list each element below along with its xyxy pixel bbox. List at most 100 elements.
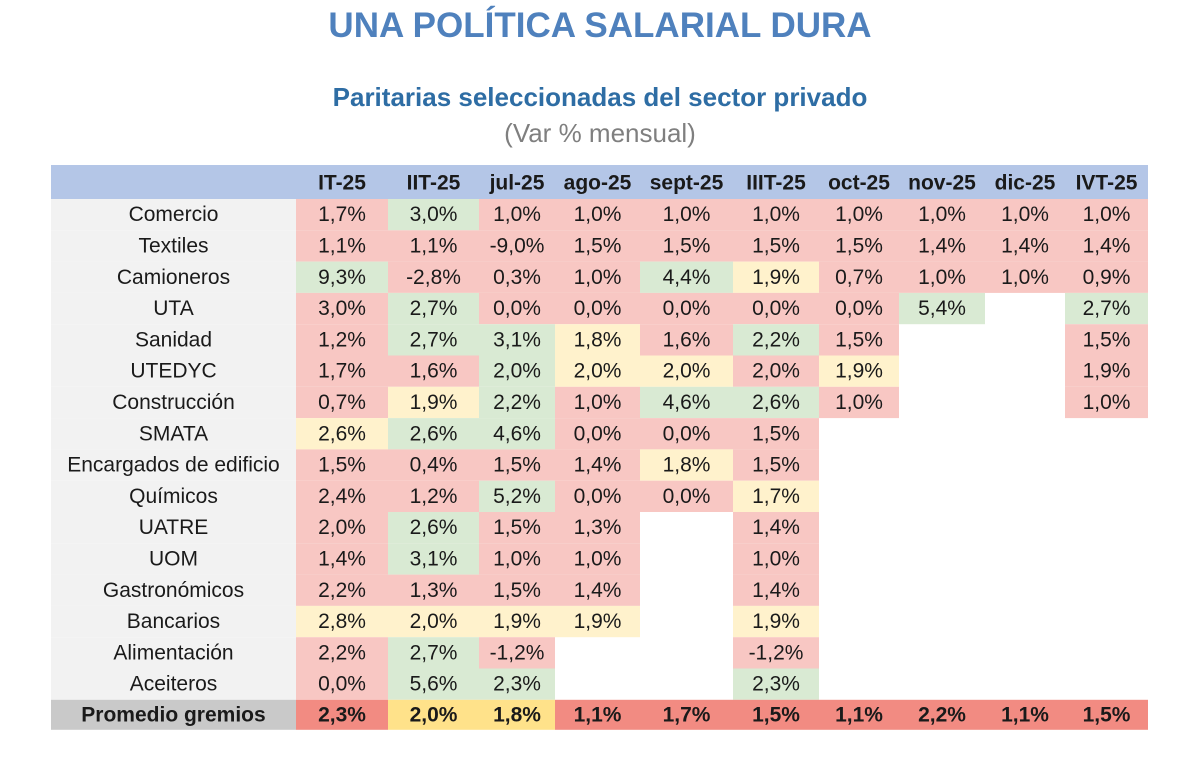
value-cell [296,605,388,638]
value-cell [388,199,479,231]
value-cell [555,418,640,450]
value-cell [733,230,819,262]
value-cell [899,199,985,231]
value-label: 1,4% [574,579,622,602]
value-cell [555,543,640,575]
value-cell [555,261,640,293]
row-label: Construcción [112,391,235,414]
value-label: 1,5% [574,234,622,257]
value-label: 1,0% [1083,391,1131,414]
value-label: 2,2% [318,579,366,602]
value-cell [1065,261,1148,293]
value-cell [1065,386,1148,419]
row-label: UTA [153,297,193,320]
value-label: 1,0% [493,203,541,226]
value-label: 1,4% [752,516,800,539]
value-cell [640,355,733,387]
row-label: UTEDYC [130,360,216,383]
value-label: 1,2% [410,485,458,508]
value-label: 1,7% [752,485,800,508]
value-label: 3,1% [410,547,458,570]
average-value-label: 2,3% [318,703,366,726]
value-label: 0,0% [835,297,883,320]
value-cell [733,512,819,544]
value-label: 1,4% [752,579,800,602]
row-label: Bancarios [127,610,220,633]
value-label: 0,7% [318,391,366,414]
value-label: 2,8% [318,610,366,633]
value-label: 2,7% [410,641,458,664]
value-label: 1,0% [1083,203,1131,226]
value-cell [733,355,819,387]
value-label: 1,9% [574,610,622,633]
value-cell [555,386,640,419]
value-cell [388,480,479,512]
value-label: 1,7% [318,203,366,226]
row-label: Alimentación [113,641,233,664]
row-label: UOM [149,547,198,570]
value-cell [555,480,640,512]
value-cell [479,512,555,544]
value-cell [640,230,733,262]
value-label: 0,0% [493,297,541,320]
average-value-label: 1,5% [1083,703,1131,726]
value-label: 2,6% [752,391,800,414]
value-cell [388,605,479,638]
value-label: 2,6% [318,422,366,445]
table-subtitle: Paritarias seleccionadas del sector priv… [332,82,868,112]
value-cell [1065,199,1148,231]
average-row-label-cell [51,699,296,730]
value-label: 1,6% [663,328,711,351]
value-cell [1065,230,1148,262]
value-cell [819,230,899,262]
value-label: 1,3% [574,516,622,539]
value-label: 1,9% [752,266,800,289]
average-value-label: 1,5% [752,703,800,726]
value-label: 3,0% [410,203,458,226]
value-cell [733,637,819,669]
row-label: SMATA [139,422,208,445]
value-cell [733,261,819,293]
value-cell [640,324,733,356]
value-cell [479,449,555,481]
value-label: 2,0% [663,360,711,383]
value-cell [388,324,479,356]
value-cell [388,418,479,450]
column-header: oct-25 [828,172,890,195]
value-cell [479,230,555,262]
value-cell [733,449,819,481]
value-label: 1,4% [574,454,622,477]
row-label-cell [51,637,296,669]
value-cell [296,574,388,606]
value-label: 1,0% [918,203,966,226]
value-cell [555,605,640,638]
value-cell [733,668,819,700]
average-value-label: 1,1% [574,703,622,726]
value-label: 0,7% [835,266,883,289]
row-label-cell [51,418,296,450]
value-label: 1,0% [574,547,622,570]
value-label: 3,0% [318,297,366,320]
value-label: 0,0% [574,422,622,445]
value-cell [640,261,733,293]
value-label: 2,7% [410,297,458,320]
value-label: 1,0% [835,391,883,414]
value-cell [296,512,388,544]
value-label: 1,0% [663,203,711,226]
value-cell [555,324,640,356]
value-cell [479,668,555,700]
value-cell [296,199,388,231]
value-label: 2,6% [410,422,458,445]
value-cell [388,512,479,544]
value-cell [985,261,1065,293]
unit-note: (Var % mensual) [504,118,696,148]
value-cell [479,199,555,231]
value-label: 2,2% [493,391,541,414]
value-label: 1,5% [752,422,800,445]
average-value-cell [733,699,819,730]
value-label: 2,2% [318,641,366,664]
value-cell [985,230,1065,262]
row-label: Encargados de edificio [67,454,279,477]
value-label: 1,9% [410,391,458,414]
